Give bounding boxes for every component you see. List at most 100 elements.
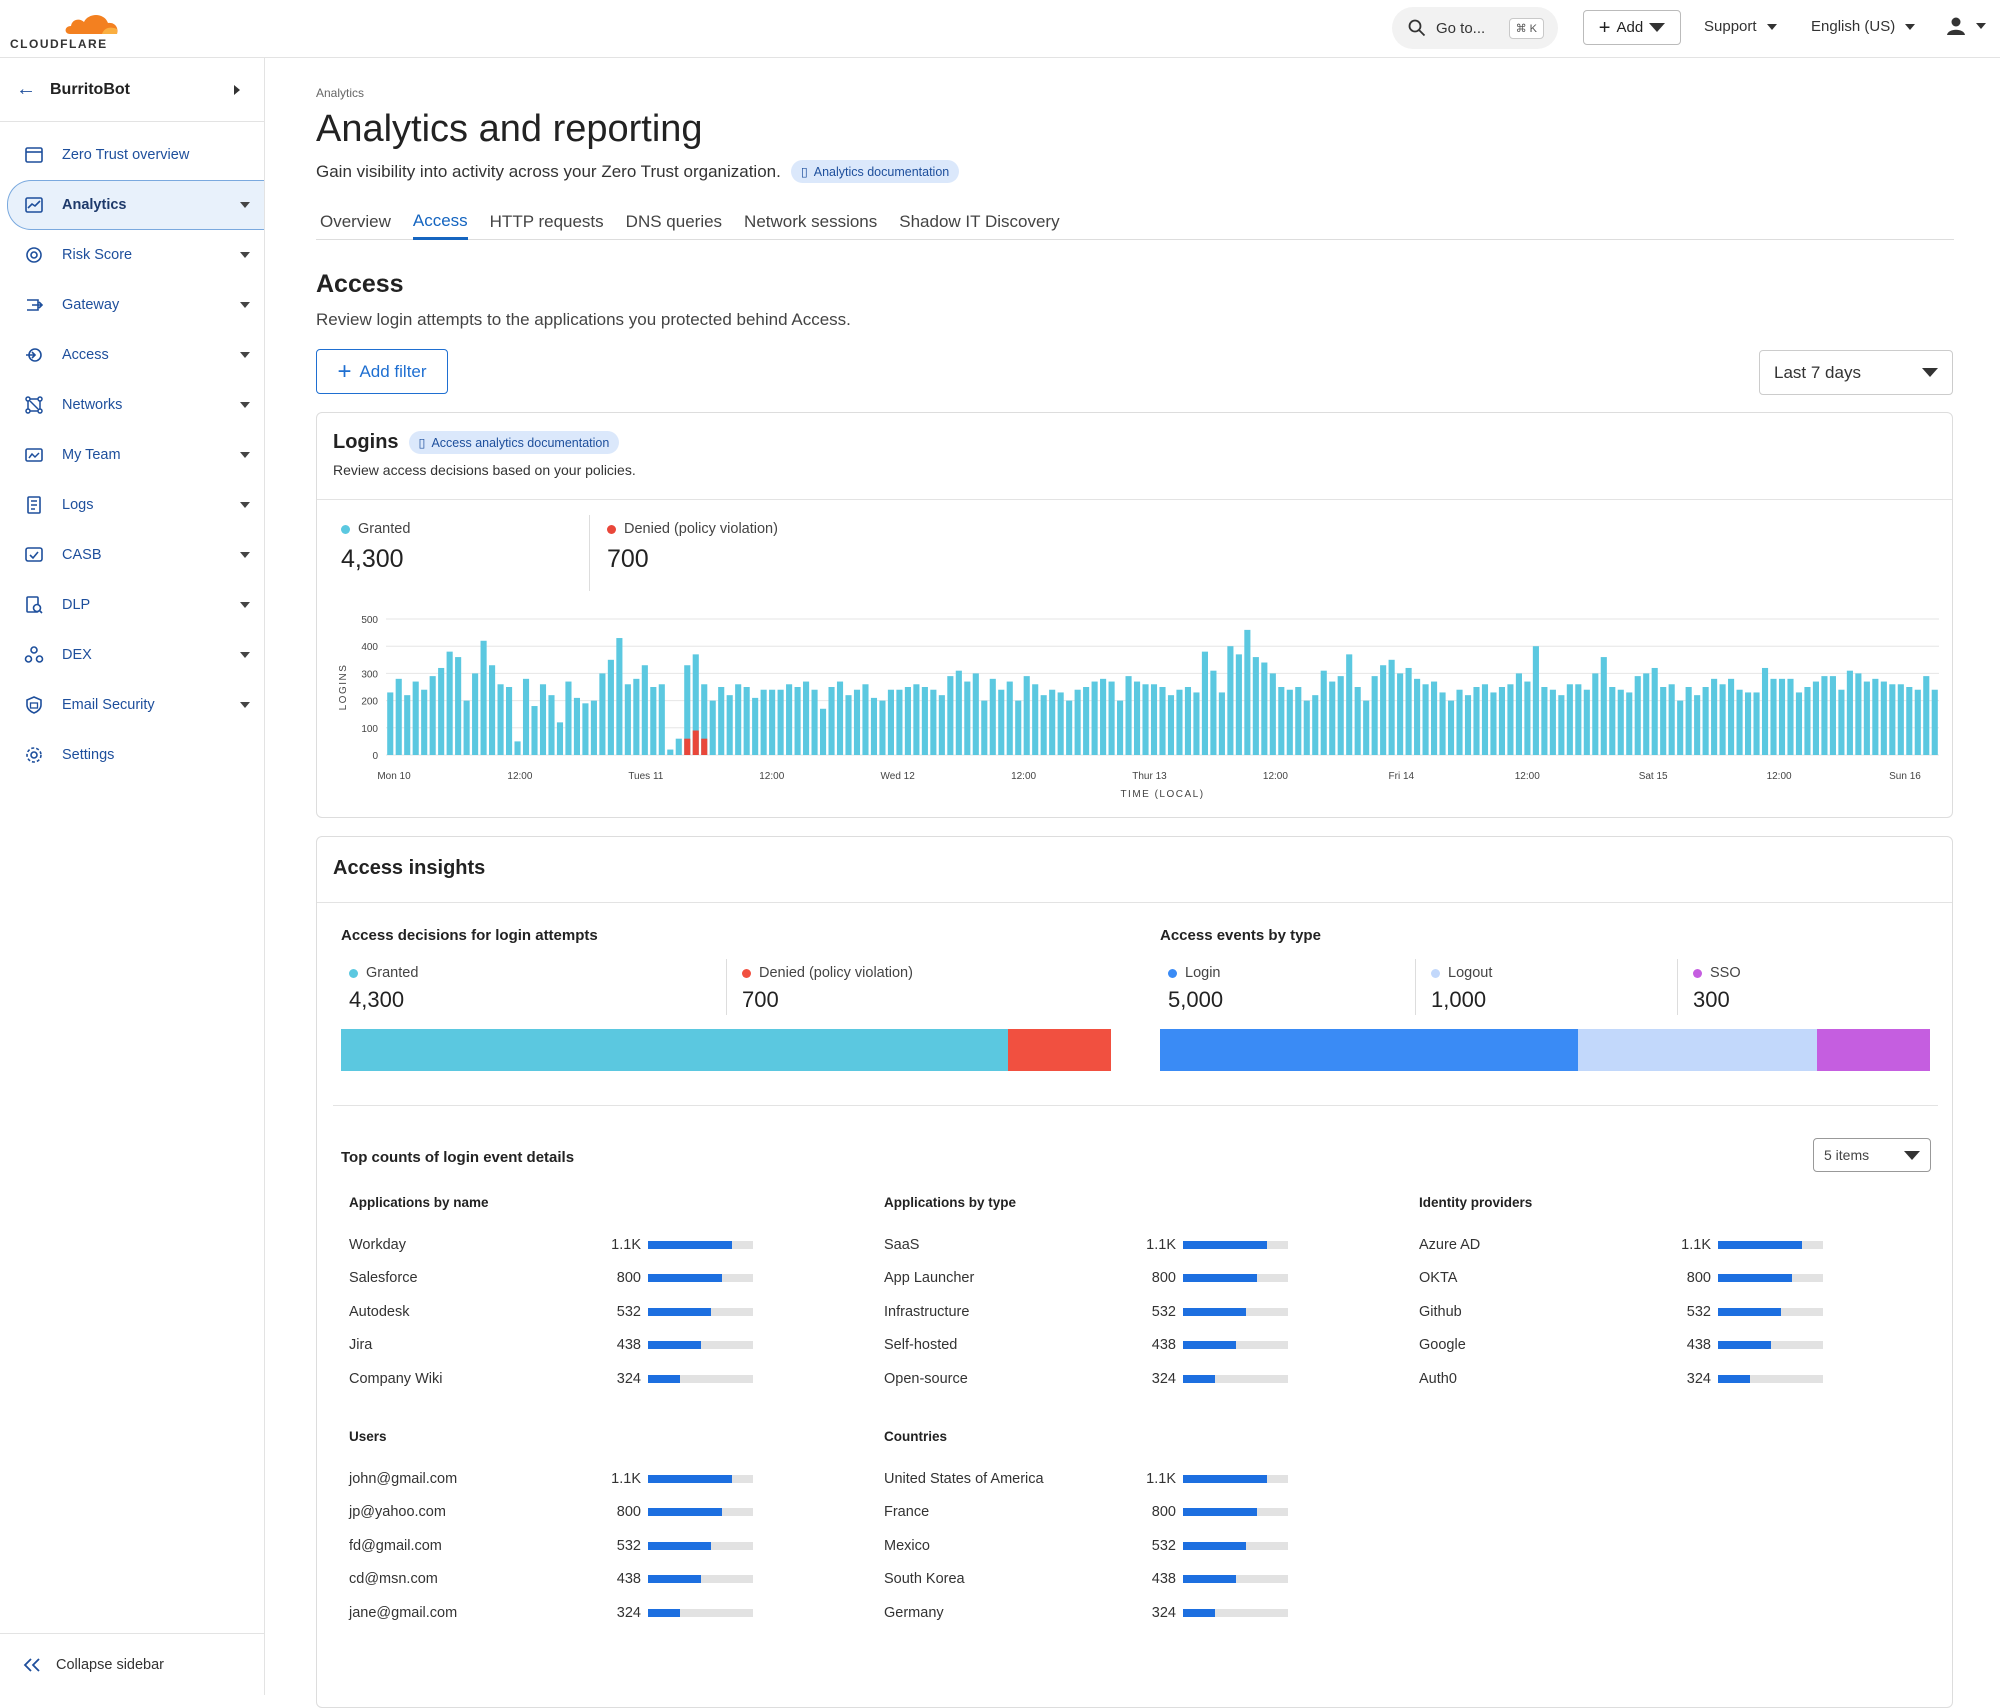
sidebar-item-label: Access xyxy=(62,347,109,363)
account-switcher[interactable]: ← BurritoBot xyxy=(0,58,264,122)
granted-bar xyxy=(395,678,402,755)
top-list-row[interactable]: Self-hosted 438 xyxy=(884,1329,1324,1363)
sidebar-item-networks[interactable]: Networks xyxy=(0,380,264,430)
sidebar-item-zero-trust-overview[interactable]: Zero Trust overview xyxy=(0,130,264,180)
top-list-row[interactable]: jane@gmail.com 324 xyxy=(349,1596,789,1630)
sidebar-item-my-team[interactable]: My Team xyxy=(0,430,264,480)
chevron-down-icon[interactable] xyxy=(240,302,250,308)
top-list-row[interactable]: App Launcher 800 xyxy=(884,1262,1324,1296)
collapse-sidebar-button[interactable]: Collapse sidebar xyxy=(0,1633,265,1695)
tab-network-sessions[interactable]: Network sessions xyxy=(744,212,878,231)
top-list-title: Applications by type xyxy=(884,1195,1017,1210)
row-bar-track xyxy=(648,1608,753,1617)
sidebar-item-analytics[interactable]: Analytics xyxy=(7,180,264,230)
sidebar-item-dex[interactable]: DEX xyxy=(0,630,264,680)
top-list-row[interactable]: cd@msn.com 438 xyxy=(349,1563,789,1597)
chevron-down-icon[interactable] xyxy=(240,452,250,458)
granted-bar xyxy=(1405,667,1412,755)
support-label: Support xyxy=(1704,18,1757,35)
granted-bar xyxy=(845,695,852,755)
top-list-row[interactable]: Germany 324 xyxy=(884,1596,1324,1630)
chevron-down-icon[interactable] xyxy=(240,702,250,708)
top-list-row[interactable]: Jira 438 xyxy=(349,1329,789,1363)
chevron-down-icon[interactable] xyxy=(240,552,250,558)
top-list-row[interactable]: OKTA 800 xyxy=(1419,1262,1859,1296)
row-bar-track xyxy=(648,1575,753,1584)
language-label: English (US) xyxy=(1811,18,1896,35)
back-arrow-icon[interactable]: ← xyxy=(16,78,36,100)
tab-shadow-it-discovery[interactable]: Shadow IT Discovery xyxy=(899,212,1060,231)
user-menu[interactable] xyxy=(1946,16,1986,36)
top-list-row[interactable]: Company Wiki 324 xyxy=(349,1362,789,1396)
tab-dns-queries[interactable]: DNS queries xyxy=(625,212,723,231)
top-list-row[interactable]: Auth0 324 xyxy=(1419,1362,1859,1396)
language-menu[interactable]: English (US) xyxy=(1811,18,1916,35)
top-list-row[interactable]: Open-source 324 xyxy=(884,1362,1324,1396)
goto-search[interactable]: Go to... ⌘ K xyxy=(1392,7,1558,49)
y-tick-label: 0 xyxy=(372,751,378,762)
chevron-down-icon[interactable] xyxy=(240,252,250,258)
add-button[interactable]: + Add xyxy=(1583,10,1681,45)
top-list-row[interactable]: Autodesk 532 xyxy=(349,1295,789,1329)
row-name: Infrastructure xyxy=(884,1303,970,1320)
chevron-down-icon[interactable] xyxy=(240,652,250,658)
sidebar-item-risk-score[interactable]: Risk Score xyxy=(0,230,264,280)
events-kpi-sso: SSO 300 xyxy=(1693,965,1741,1013)
granted-bar xyxy=(1566,684,1573,755)
items-count-select[interactable]: 5 items xyxy=(1813,1138,1931,1172)
granted-bar xyxy=(1040,695,1047,755)
top-list-row[interactable]: fd@gmail.com 532 xyxy=(349,1529,789,1563)
sidebar-item-dlp[interactable]: DLP xyxy=(0,580,264,630)
top-list-row[interactable]: South Korea 438 xyxy=(884,1563,1324,1597)
chevron-down-icon[interactable] xyxy=(240,352,250,358)
row-bar-track xyxy=(1718,1341,1823,1350)
row-bar-fill xyxy=(648,1307,711,1316)
granted-bar xyxy=(896,689,903,755)
top-list-row[interactable]: jp@yahoo.com 800 xyxy=(349,1496,789,1530)
sidebar-item-access[interactable]: Access xyxy=(0,330,264,380)
granted-bar xyxy=(1422,684,1429,755)
sidebar-item-email-security[interactable]: Email Security xyxy=(0,680,264,730)
row-bar-fill xyxy=(648,1608,680,1617)
date-range-select[interactable]: Last 7 days xyxy=(1759,350,1953,395)
top-list-row[interactable]: Mexico 532 xyxy=(884,1529,1324,1563)
top-list-title: Users xyxy=(349,1429,387,1444)
add-filter-button[interactable]: + Add filter xyxy=(316,349,448,394)
analytics-documentation-link[interactable]: ▯ Analytics documentation xyxy=(790,160,960,183)
top-list-row[interactable]: Infrastructure 532 xyxy=(884,1295,1324,1329)
granted-bar xyxy=(1312,695,1319,755)
top-list-row[interactable]: Google 438 xyxy=(1419,1329,1859,1363)
top-list-row[interactable]: Github 532 xyxy=(1419,1295,1859,1329)
access-analytics-documentation-link[interactable]: ▯ Access analytics documentation xyxy=(408,431,620,454)
breadcrumb[interactable]: Analytics xyxy=(316,86,365,100)
sidebar-item-logs[interactable]: Logs xyxy=(0,480,264,530)
granted-bar xyxy=(998,689,1005,755)
sidebar-item-gateway[interactable]: Gateway xyxy=(0,280,264,330)
granted-bar xyxy=(1677,700,1684,755)
chevron-down-icon[interactable] xyxy=(240,402,250,408)
granted-bar xyxy=(718,687,725,755)
top-list-row[interactable]: Workday 1.1K xyxy=(349,1228,789,1262)
chevron-down-icon[interactable] xyxy=(240,502,250,508)
granted-bar xyxy=(1634,676,1641,755)
top-list-row[interactable]: SaaS 1.1K xyxy=(884,1228,1324,1262)
row-value: 532 xyxy=(616,1303,641,1320)
sidebar-item-casb[interactable]: CASB xyxy=(0,530,264,580)
page-title: Analytics and reporting xyxy=(316,108,703,150)
chevron-down-icon[interactable] xyxy=(240,602,250,608)
top-list-row[interactable]: Salesforce 800 xyxy=(349,1262,789,1296)
row-value: 324 xyxy=(1151,1604,1176,1621)
tab-http-requests[interactable]: HTTP requests xyxy=(489,212,604,231)
top-list-row[interactable]: john@gmail.com 1.1K xyxy=(349,1462,789,1496)
granted-bar xyxy=(1235,654,1242,755)
tab-overview[interactable]: Overview xyxy=(320,212,391,231)
tab-access[interactable]: Access xyxy=(412,204,468,240)
support-menu[interactable]: Support xyxy=(1704,18,1777,35)
cloudflare-logo[interactable]: CLOUDFLARE xyxy=(10,8,118,51)
top-list-row[interactable]: United States of America 1.1K xyxy=(884,1462,1324,1496)
top-list-row[interactable]: Azure AD 1.1K xyxy=(1419,1228,1859,1262)
sidebar-item-settings[interactable]: Settings xyxy=(0,730,264,780)
chevron-down-icon[interactable] xyxy=(240,202,250,208)
top-list-row[interactable]: France 800 xyxy=(884,1496,1324,1530)
granted-bar xyxy=(1643,673,1650,755)
